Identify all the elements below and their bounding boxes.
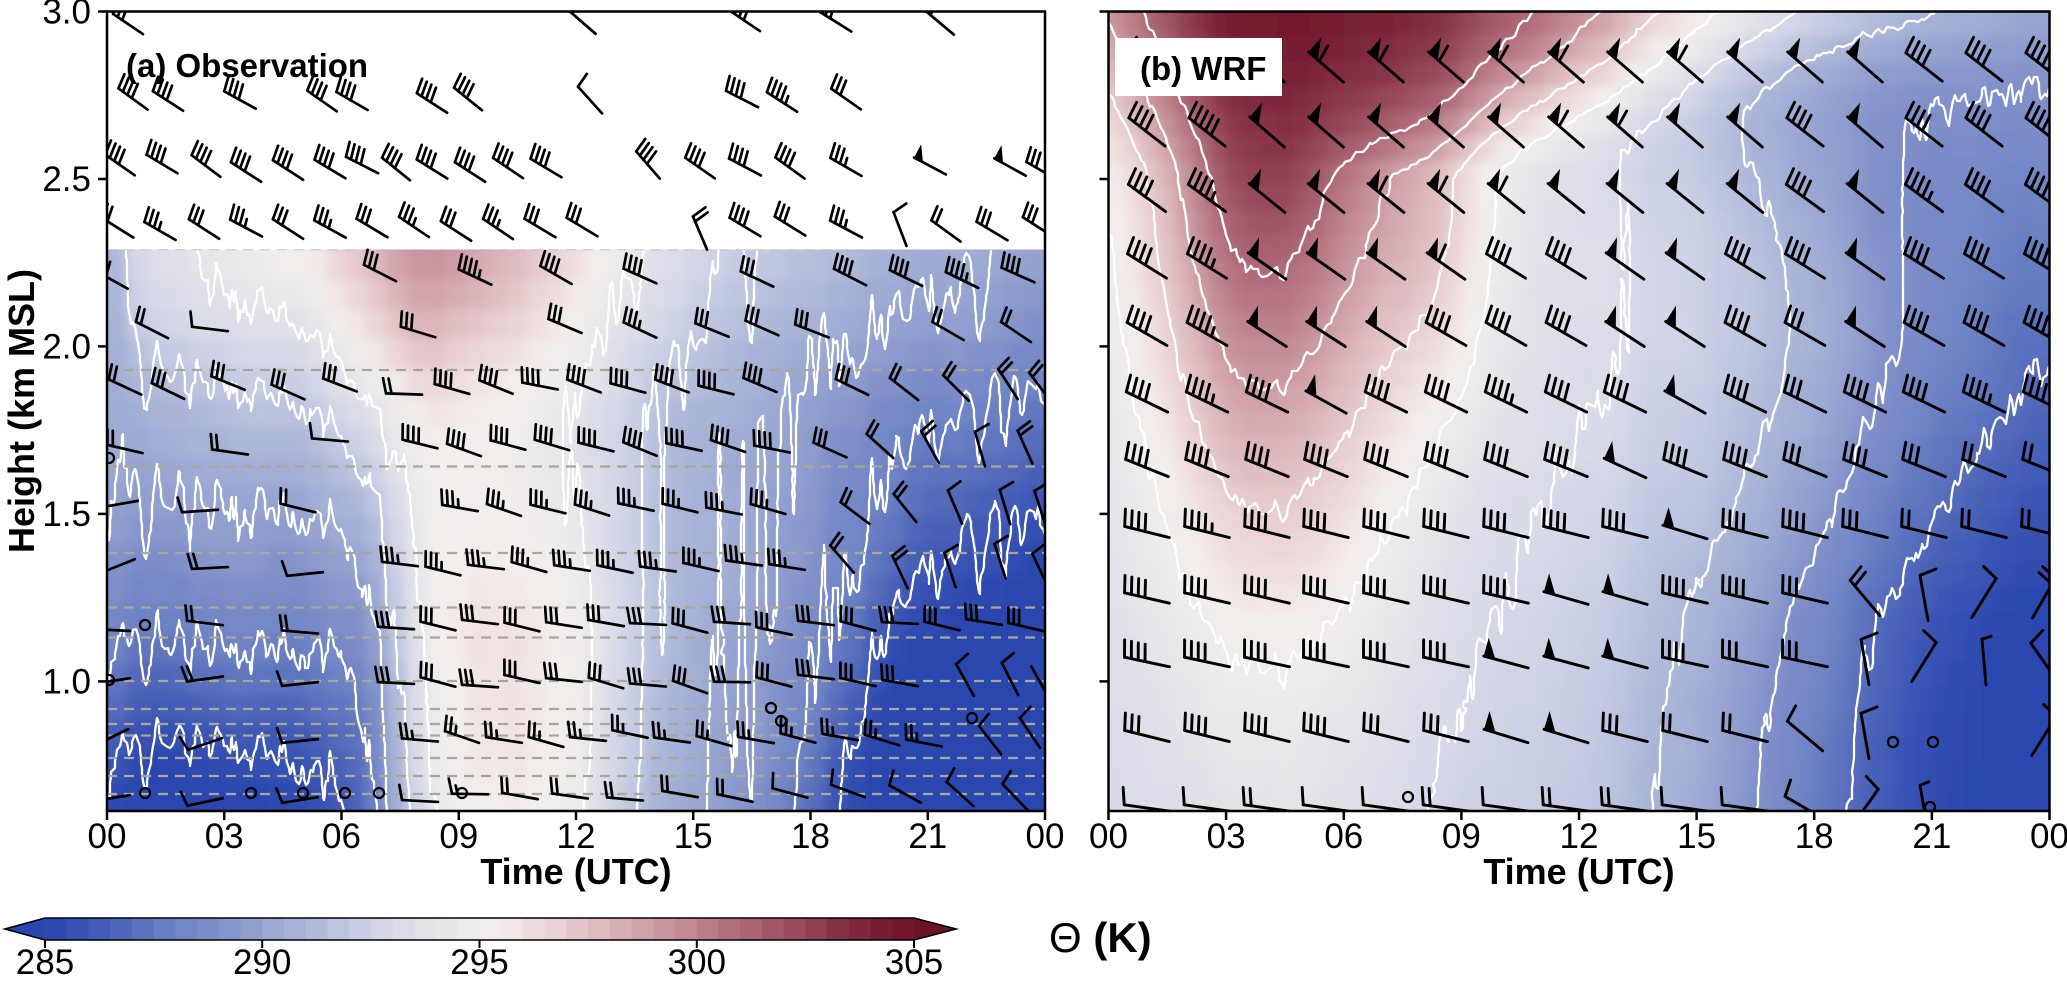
svg-text:(b) WRF: (b) WRF: [1140, 50, 1266, 87]
svg-text:03: 03: [205, 817, 244, 856]
svg-text:06: 06: [1324, 817, 1363, 856]
svg-text:Θ (K): Θ (K): [1049, 914, 1152, 961]
svg-text:00: 00: [88, 817, 127, 856]
svg-text:12: 12: [1560, 817, 1599, 856]
svg-text:21: 21: [908, 817, 947, 856]
svg-text:21: 21: [1912, 817, 1951, 856]
svg-text:03: 03: [1207, 817, 1246, 856]
svg-text:295: 295: [450, 943, 508, 976]
svg-text:2.0: 2.0: [42, 327, 91, 366]
svg-text:1.0: 1.0: [42, 662, 91, 701]
svg-text:09: 09: [1442, 817, 1481, 856]
svg-text:15: 15: [674, 817, 713, 856]
svg-text:00: 00: [2030, 817, 2067, 856]
svg-text:305: 305: [885, 943, 943, 976]
svg-text:Height (km MSL): Height (km MSL): [1, 269, 42, 553]
svg-text:18: 18: [1795, 817, 1834, 856]
svg-text:1.5: 1.5: [42, 495, 91, 534]
svg-text:12: 12: [557, 817, 596, 856]
svg-text:3.0: 3.0: [42, 0, 91, 32]
svg-text:285: 285: [16, 943, 74, 976]
svg-text:2.5: 2.5: [42, 160, 91, 199]
svg-text:300: 300: [668, 943, 726, 976]
svg-text:290: 290: [233, 943, 291, 976]
svg-text:09: 09: [439, 817, 478, 856]
svg-text:06: 06: [322, 817, 361, 856]
svg-text:15: 15: [1677, 817, 1716, 856]
svg-text:18: 18: [791, 817, 830, 856]
svg-text:Time (UTC): Time (UTC): [480, 851, 671, 892]
svg-text:Time (UTC): Time (UTC): [1483, 851, 1674, 892]
svg-text:00: 00: [1089, 817, 1128, 856]
svg-text:(a) Observation: (a) Observation: [126, 47, 368, 84]
svg-text:00: 00: [1026, 817, 1065, 856]
